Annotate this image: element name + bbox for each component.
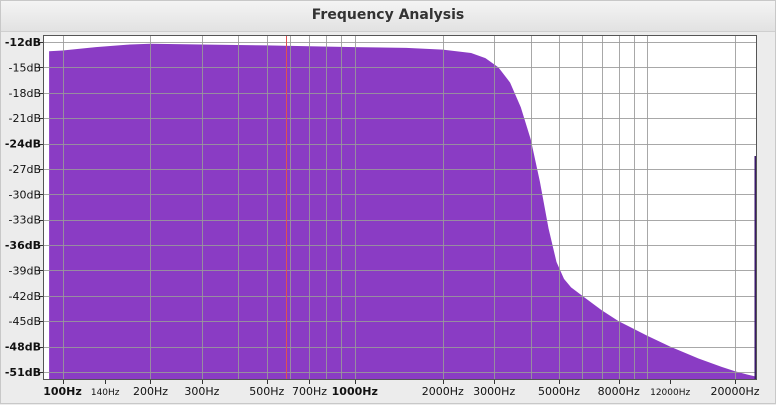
- y-tick-label: -33dB: [9, 214, 42, 227]
- y-tick-label: -48dB: [5, 341, 41, 354]
- y-tick-label: -51dB: [5, 366, 41, 379]
- x-tick-label: 700Hz: [292, 385, 327, 398]
- x-tick-label: 500Hz: [249, 385, 284, 398]
- y-tick-label: -42dB: [9, 290, 42, 303]
- x-tick-label: 3000Hz: [473, 385, 515, 398]
- y-tick-label: -45dB: [9, 315, 42, 328]
- y-tick-label: -27dB: [9, 163, 42, 176]
- plot-border: [43, 35, 757, 380]
- y-tick-label: -24dB: [5, 138, 41, 151]
- y-tick-label: -18dB: [9, 87, 42, 100]
- title-bar[interactable]: Frequency Analysis: [1, 1, 775, 32]
- window-title: Frequency Analysis: [311, 7, 465, 23]
- x-tick-label: 8000Hz: [598, 385, 640, 398]
- y-tick-label: -15dB: [9, 61, 42, 74]
- y-tick-label: -36dB: [5, 239, 41, 252]
- x-tick-label: 12000Hz: [650, 388, 690, 398]
- x-tick-label: 1000Hz: [332, 385, 378, 398]
- y-tick-label: -12dB: [5, 36, 41, 49]
- y-tick-label: -30dB: [9, 188, 42, 201]
- x-tick-label: 20000Hz: [710, 385, 759, 398]
- x-tick-label: 5000Hz: [538, 385, 580, 398]
- spectrum-area: [49, 43, 757, 380]
- x-tick-label: 300Hz: [184, 385, 219, 398]
- y-tick-label: -39dB: [9, 264, 42, 277]
- y-tick-label: -21dB: [9, 112, 42, 125]
- x-tick-label: 200Hz: [133, 385, 168, 398]
- x-tick-label: 100Hz: [43, 385, 82, 398]
- x-tick-label: 2000Hz: [422, 385, 464, 398]
- x-tick-label: 140Hz: [91, 388, 120, 398]
